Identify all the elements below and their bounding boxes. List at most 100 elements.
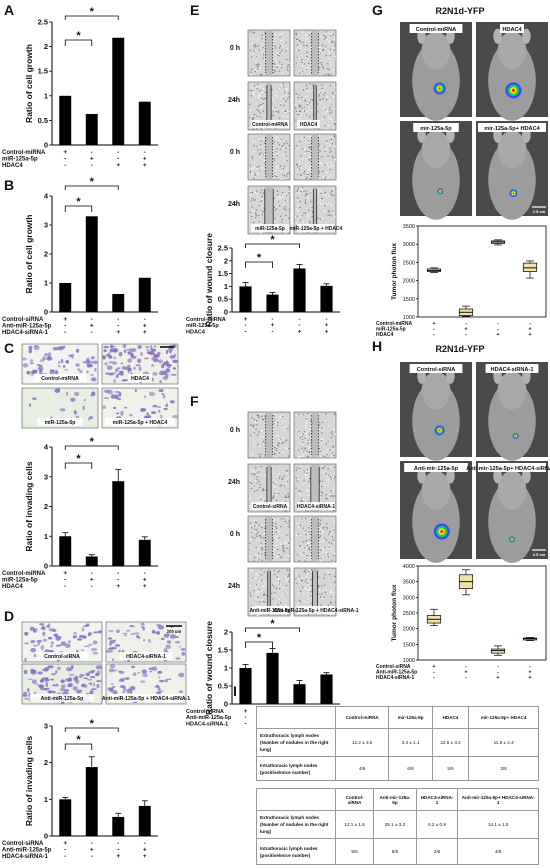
panel-f-sig-star: * xyxy=(270,618,275,630)
panel-e-wound-4-0h-speckle xyxy=(326,172,328,174)
panel-a-sig-star: * xyxy=(76,30,81,42)
panel-d-sig-star: * xyxy=(76,734,81,746)
panel-f-wound-4-24h-speckle xyxy=(334,575,336,578)
panel-f-wound-2-24h-speckle xyxy=(296,467,299,469)
panel-d-image-control-cell xyxy=(32,630,38,633)
panel-f-wound-3-24h-speckle xyxy=(255,573,257,576)
panel-e-wound-3-0h-speckle xyxy=(284,170,287,172)
panel-h-condition-label: HDAC4-siRNA-1 xyxy=(376,675,415,681)
panel-c-image-mir-hdac4-cell xyxy=(134,389,137,392)
panel-e-wound-3-0h-speckle xyxy=(274,137,276,139)
panel-e-wound-2-0h-speckle xyxy=(308,34,310,36)
panel-e-wound-2-0h-speckle xyxy=(318,52,320,54)
panel-f-wound-2-0h-speckle xyxy=(304,451,306,453)
panel-d-image-anti-mir-hdac4-sirna-cell xyxy=(110,683,114,685)
panel-f-wound-4-0h-speckle xyxy=(321,532,323,534)
panel-c-image-hdac4-cell xyxy=(159,380,162,384)
panel-f-wound-3-0h-speckle xyxy=(288,528,290,530)
panel-d-image-anti-mir-hdac4-sirna-cell xyxy=(157,670,163,674)
panel-e-wound-4-24h-speckle xyxy=(310,204,312,207)
panel-g-sign: + xyxy=(432,321,435,327)
panel-e-wound-2-0h-speckle xyxy=(303,44,305,47)
panel-f-wound-3-0h-speckle xyxy=(251,530,253,532)
panel-e-wound-3-0h-speckle xyxy=(280,171,282,173)
panel-d-image-hdac4-sirna-cell xyxy=(108,630,114,632)
panel-f-wound-2-0h-speckle xyxy=(298,455,300,458)
panel-f-wound-4-0h-speckle xyxy=(322,551,324,553)
panel-d-image-control-cell xyxy=(76,638,83,641)
panel-e-wound-2-0h-speckle xyxy=(304,49,306,51)
panel-e-wound-1-24h-speckle xyxy=(283,91,286,93)
panel-e-wound-2-24h-speckle xyxy=(295,93,297,95)
panel-f-wound-2-24h-speckle xyxy=(301,500,303,502)
panel-e-wound-3-0h-speckle xyxy=(260,148,262,150)
panel-c-image-hdac4-cell xyxy=(130,352,134,358)
panel-e-wound-3-0h-speckle xyxy=(251,155,253,158)
panel-b-sig-star: * xyxy=(90,176,95,188)
panel-e-wound-1-24h-speckle xyxy=(281,109,284,112)
panel-e-wound-2-24h-speckle xyxy=(304,110,306,112)
panel-c-image-control-cell xyxy=(87,360,94,364)
panel-f-wound-3-24h-speckle xyxy=(285,585,288,588)
panel-e-wound-1-0h-speckle xyxy=(255,45,257,48)
panel-d-image-anti-mir-cell xyxy=(83,677,88,680)
panel-f-wound-4-24h: Anti-miR-125a-5p + HDAC4-siRNA-1 xyxy=(273,567,359,617)
panel-e-wound-2-24h-speckle xyxy=(308,106,310,108)
panel-d-image-anti-mir-hdac4-sirna-cell xyxy=(149,670,153,673)
panel-e-wound-4-0h-speckle xyxy=(322,175,325,178)
panel-f-wound-3-24h-speckle xyxy=(255,584,257,586)
panel-e-sign: - xyxy=(326,317,328,323)
panel-e-wound-2-24h-speckle xyxy=(318,95,320,97)
panel-e-wound-4-0h-speckle xyxy=(329,168,331,171)
panel-f-wound-1-24h-speckle xyxy=(278,492,280,495)
panel-e-wound-4-0h-speckle xyxy=(310,178,312,181)
panel-g-ytick-label: 1000 xyxy=(403,315,415,321)
panel-e-wound-4-24h-speckle xyxy=(304,195,306,197)
panel-e-wound-1-0h-speckle xyxy=(273,63,276,65)
panel-d-image-anti-mir-cell xyxy=(70,665,74,670)
panel-f-wound-1-24h-speckle xyxy=(287,470,289,472)
panel-e-wound-4-0h-speckle xyxy=(297,166,299,168)
panel-e-wound-1-24h-speckle xyxy=(249,103,251,106)
panel-f-bar xyxy=(320,674,333,704)
panel-f-wound-1-24h-speckle xyxy=(280,484,282,486)
panel-e-wound-3-24h-speckle xyxy=(282,204,285,206)
panel-f-wound-1-24h-speckle xyxy=(256,482,258,484)
panel-c-sign: - xyxy=(64,577,66,584)
panel-c-image-mir-hdac4-cell xyxy=(169,400,175,404)
panel-e-wound-3-24h-speckle xyxy=(262,198,264,200)
panel-f-wound-3-0h-speckle xyxy=(257,548,259,550)
panel-f-wound-1-24h-speckle xyxy=(281,478,283,480)
panel-d-image-anti-mir-hdac4-sirna-cell xyxy=(139,680,146,683)
panel-f-wound-4-0h-speckle xyxy=(319,535,322,537)
panel-e-wound-4-0h-speckle xyxy=(322,138,324,140)
panel-d-image-anti-mir-cell xyxy=(23,669,28,675)
panel-f-wound-3-0h-speckle xyxy=(288,544,290,546)
panel-d-image-control-cell xyxy=(30,647,37,653)
panel-e-wound-1-0h-speckle xyxy=(281,72,284,74)
panel-c-image-control-cell xyxy=(62,364,66,368)
panel-e-wound-2-0h-speckle xyxy=(296,49,298,51)
panel-f-wound-2-0h-speckle xyxy=(330,456,333,458)
panel-e-wound-4-0h-speckle xyxy=(331,155,333,157)
panel-f-wound-3-24h-speckle xyxy=(255,577,257,579)
panel-f-wound-4-24h-speckle xyxy=(333,578,335,580)
panel-d-image-hdac4-sirna-cell xyxy=(175,636,179,638)
panel-f-wound-4-0h-speckle xyxy=(322,527,324,529)
panel-f-wound-1-0h-speckle xyxy=(258,416,260,418)
panel-e-wound-2-24h-speckle xyxy=(304,106,306,108)
panel-e-sign: + xyxy=(325,329,329,335)
panel-c-ytick-label: 3 xyxy=(44,472,48,481)
panel-e-wound-4-24h-speckle xyxy=(317,217,319,219)
panel-e-wound-3-0h-speckle xyxy=(283,141,286,143)
panel-b-bar xyxy=(59,283,72,312)
panel-e-wound-2-24h-speckle xyxy=(308,101,311,104)
panel-e-wound-2-0h-speckle xyxy=(333,42,335,44)
panel-g-plot-frame xyxy=(417,225,547,318)
panel-f-wound-3-0h-speckle xyxy=(251,531,253,533)
panel-f-wound-2-0h-speckle xyxy=(308,451,310,453)
panel-e-wound-1-24h-speckle xyxy=(282,86,284,88)
panel-f-wound-2-24h-speckle xyxy=(305,509,307,511)
panel-e-wound-4-24h-speckle xyxy=(324,205,326,207)
panel-f-wound-3-0h-speckle xyxy=(288,555,291,557)
